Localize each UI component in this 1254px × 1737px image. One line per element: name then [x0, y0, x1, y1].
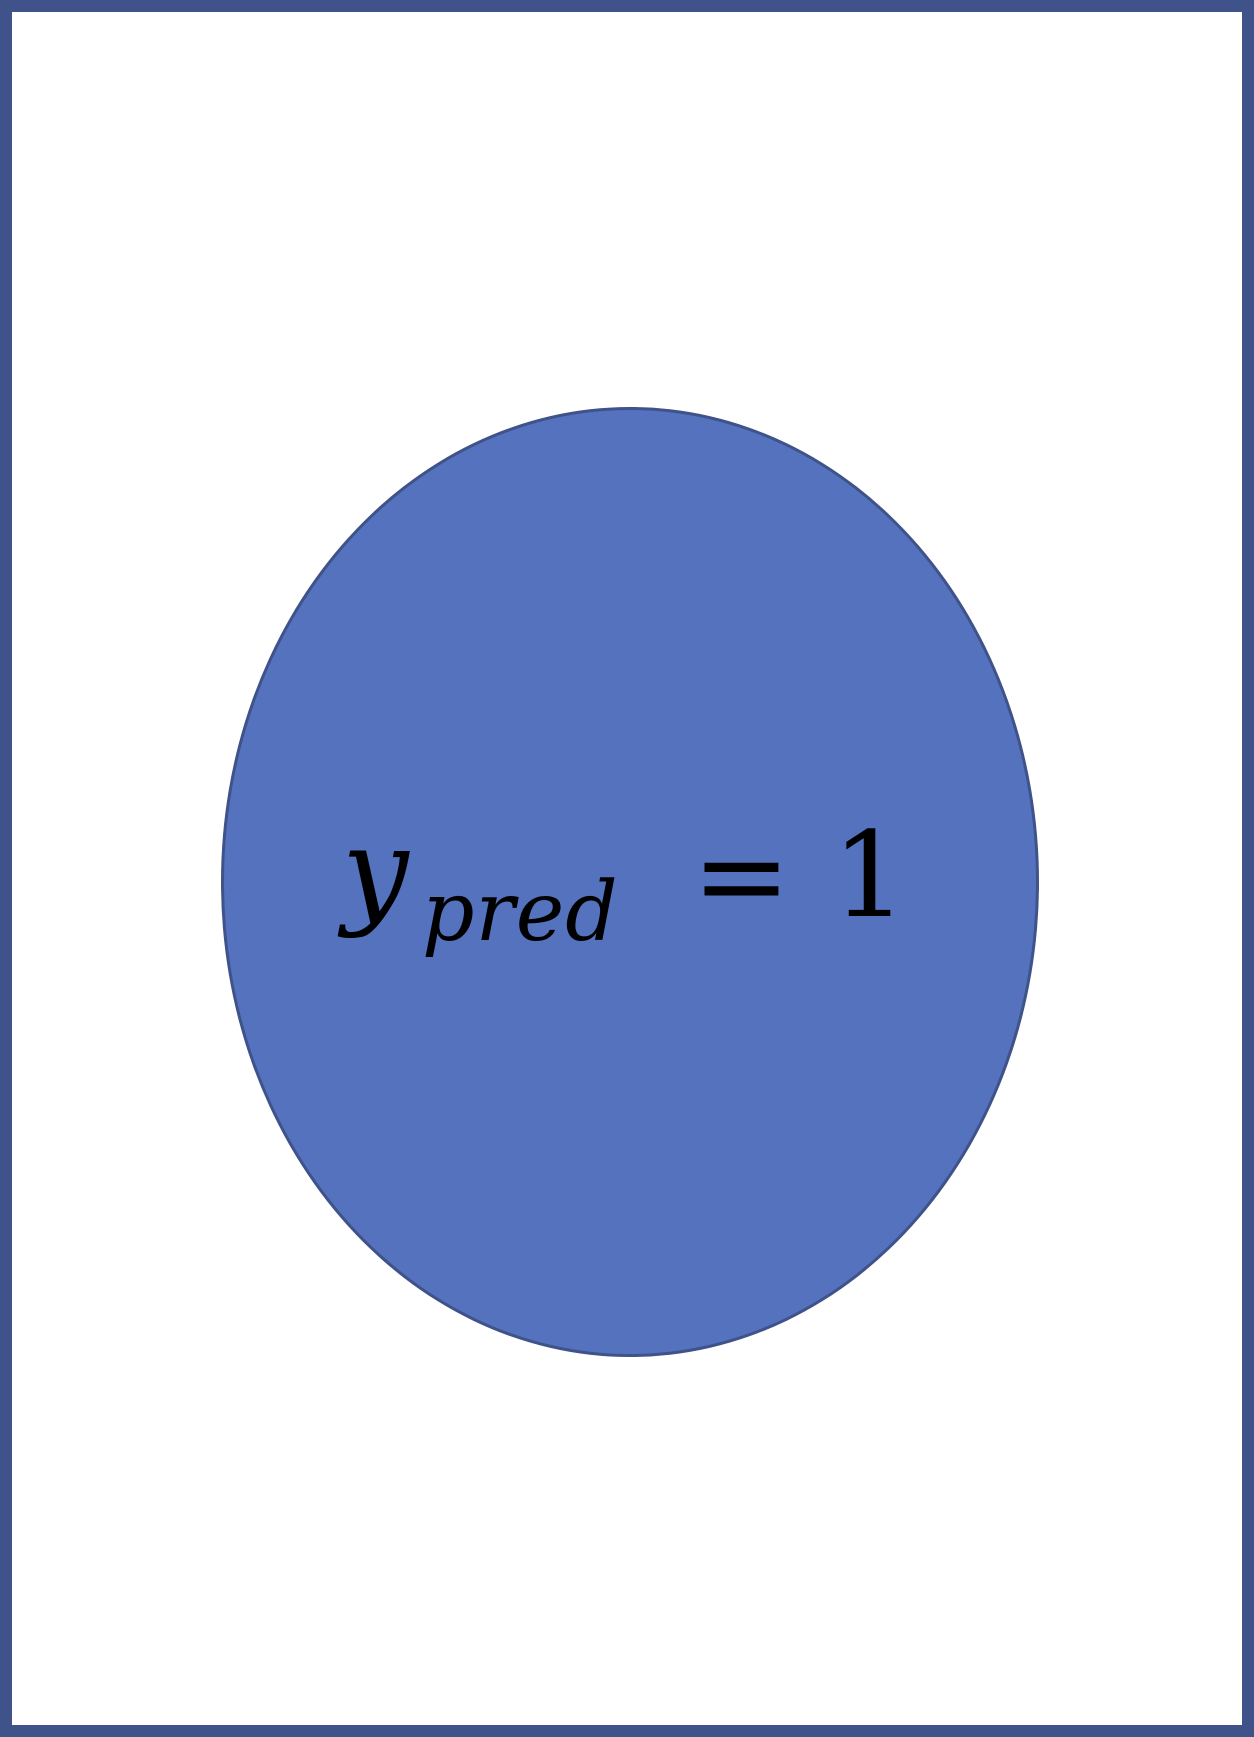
equation-subscript: pred [422, 865, 619, 960]
prediction-ellipse [221, 407, 1039, 1357]
equation-variable: y [342, 802, 409, 940]
equation-operator: = [692, 806, 791, 944]
equation-value: 1 [832, 806, 908, 944]
prediction-equation: y pred = 1 [342, 812, 942, 982]
